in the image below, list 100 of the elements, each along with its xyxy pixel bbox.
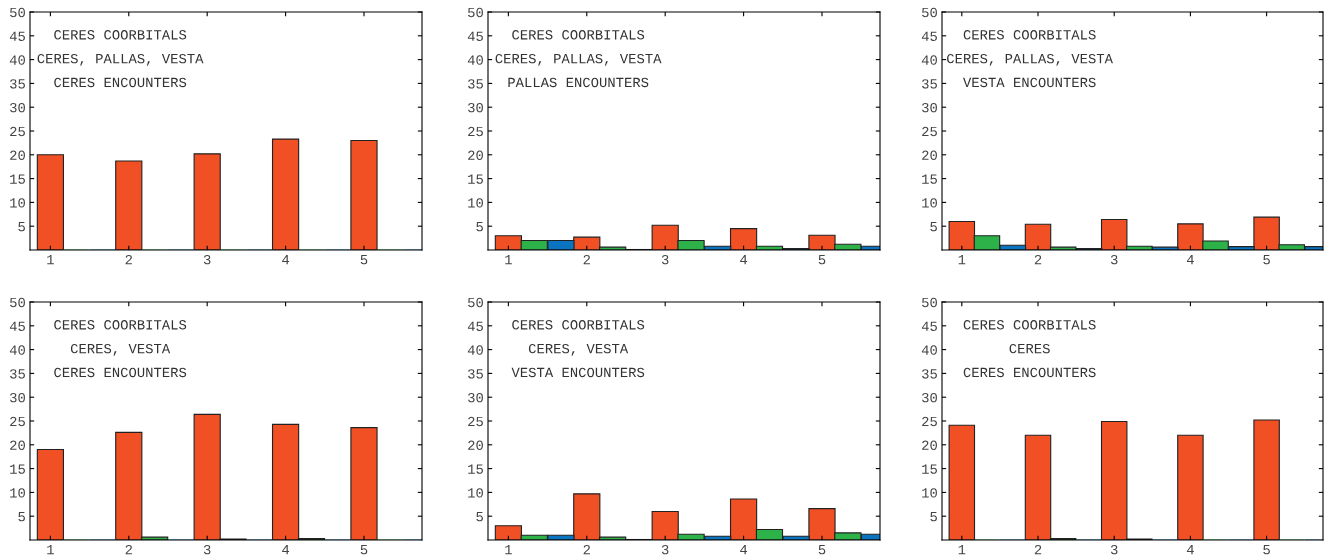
y-tick-label: 30 [468, 102, 483, 113]
x-tick-label: 1 [958, 545, 966, 555]
x-tick-label: 1 [958, 255, 966, 265]
y-tick-label: 25 [468, 416, 483, 427]
annotation: CERES COORBITALS [512, 30, 645, 40]
x-tick-label: 2 [125, 544, 132, 555]
y-tick-label: 50 [10, 7, 25, 18]
y-tick-label: 20 [10, 440, 25, 450]
y-tick-label: 50 [10, 297, 25, 308]
y-tick-label: 20 [468, 440, 483, 450]
x-tick-label: 4 [740, 255, 748, 265]
y-tick-label: 35 [468, 79, 483, 89]
y-tick-label: 5 [476, 512, 483, 522]
y-tick-label: 35 [10, 79, 25, 89]
x-tick-label: 5 [1263, 545, 1270, 555]
annotation: VESTA ENCOUNTERS [511, 367, 645, 378]
y-tick-label: 15 [468, 174, 483, 184]
y-tick-label: 30 [10, 102, 25, 113]
x-tick-label: 5 [360, 545, 368, 555]
x-tick-label: 3 [661, 254, 669, 265]
y-tick-label: 25 [10, 416, 25, 427]
annotation: VESTA ENCOUNTERS [963, 77, 1096, 88]
x-tick-label: 3 [203, 544, 211, 555]
x-tick-label: 1 [47, 545, 54, 555]
y-tick-label: 50 [922, 7, 937, 18]
y-tick-label: 10 [922, 488, 937, 498]
y-tick-label: 25 [468, 126, 483, 137]
y-tick-label: 30 [468, 392, 483, 403]
x-tick-label: 5 [1263, 255, 1270, 265]
y-tick-label: 35 [10, 369, 25, 379]
x-tick-label: 1 [47, 255, 54, 265]
y-tick-label: 45 [9, 321, 25, 331]
x-tick-label: 2 [1034, 254, 1042, 265]
y-tick-label: 15 [922, 464, 937, 474]
annotation: CERES [1009, 343, 1050, 354]
y-tick-label: 40 [467, 55, 483, 65]
x-tick-label: 4 [282, 545, 290, 555]
y-tick-label: 50 [468, 297, 483, 308]
annotation: CERES ENCOUNTERS [54, 367, 187, 378]
y-tick-label: 25 [922, 416, 937, 427]
annotation: PALLAS ENCOUNTERS [508, 77, 649, 88]
y-tick-label: 15 [10, 464, 25, 474]
y-tick-label: 40 [921, 345, 937, 355]
x-tick-label: 1 [505, 545, 512, 555]
x-tick-label: 5 [360, 255, 368, 265]
y-tick-label: 5 [930, 512, 937, 522]
y-tick-label: 20 [922, 440, 937, 450]
annotation: CERES, PALLAS, VESTA [495, 53, 662, 66]
x-tick-label: 3 [1110, 254, 1118, 265]
y-tick-label: 45 [921, 31, 937, 41]
y-tick-label: 35 [468, 369, 483, 379]
annotation: CERES, VESTA [528, 343, 629, 356]
y-tick-label: 45 [467, 321, 483, 331]
annotation: CERES COORBITALS [54, 30, 187, 40]
y-tick-label: 10 [10, 198, 25, 208]
x-tick-label: 4 [282, 255, 290, 265]
y-tick-label: 10 [468, 198, 483, 208]
x-tick-label: 4 [1186, 545, 1194, 555]
y-tick-label: 30 [922, 392, 937, 403]
y-tick-label: 45 [467, 31, 483, 41]
x-tick-label: 3 [1110, 544, 1118, 555]
x-tick-label: 5 [818, 255, 826, 265]
x-tick-label: 3 [203, 254, 211, 265]
annotation: CERES ENCOUNTERS [54, 77, 187, 88]
y-tick-label: 30 [10, 392, 25, 403]
y-tick-label: 25 [922, 126, 937, 137]
y-tick-label: 20 [468, 150, 483, 160]
y-tick-label: 25 [10, 126, 25, 137]
annotation: CERES COORBITALS [963, 320, 1096, 330]
y-tick-label: 40 [921, 55, 937, 65]
x-tick-label: 5 [818, 545, 826, 555]
y-tick-label: 10 [468, 488, 483, 498]
y-tick-label: 5 [930, 222, 937, 232]
y-tick-label: 45 [9, 31, 25, 41]
x-tick-label: 2 [583, 544, 590, 555]
y-tick-label: 50 [922, 297, 937, 308]
y-tick-label: 30 [922, 102, 937, 113]
y-tick-label: 5 [476, 222, 483, 232]
y-tick-label: 15 [468, 464, 483, 474]
annotation: CERES, PALLAS, VESTA [947, 53, 1113, 66]
annotation: CERES COORBITALS [512, 320, 645, 330]
y-tick-label: 40 [9, 55, 25, 65]
y-tick-label: 5 [18, 222, 25, 232]
annotation: CERES, VESTA [70, 343, 171, 356]
y-tick-label: 10 [10, 488, 25, 498]
annotation: CERES ENCOUNTERS [963, 367, 1096, 378]
y-tick-label: 50 [468, 7, 483, 18]
x-tick-label: 2 [583, 254, 590, 265]
y-tick-label: 15 [10, 174, 25, 184]
annotation: CERES, PALLAS, VESTA [37, 53, 204, 66]
annotation: CERES COORBITALS [963, 30, 1096, 40]
y-tick-label: 35 [922, 79, 937, 89]
y-tick-label: 40 [467, 345, 483, 355]
y-tick-label: 45 [921, 321, 937, 331]
y-tick-label: 35 [922, 369, 937, 379]
y-tick-label: 15 [922, 174, 937, 184]
x-tick-label: 2 [125, 254, 132, 265]
x-tick-label: 3 [661, 544, 669, 555]
annotation: CERES COORBITALS [54, 320, 187, 330]
y-tick-label: 5 [18, 512, 25, 522]
